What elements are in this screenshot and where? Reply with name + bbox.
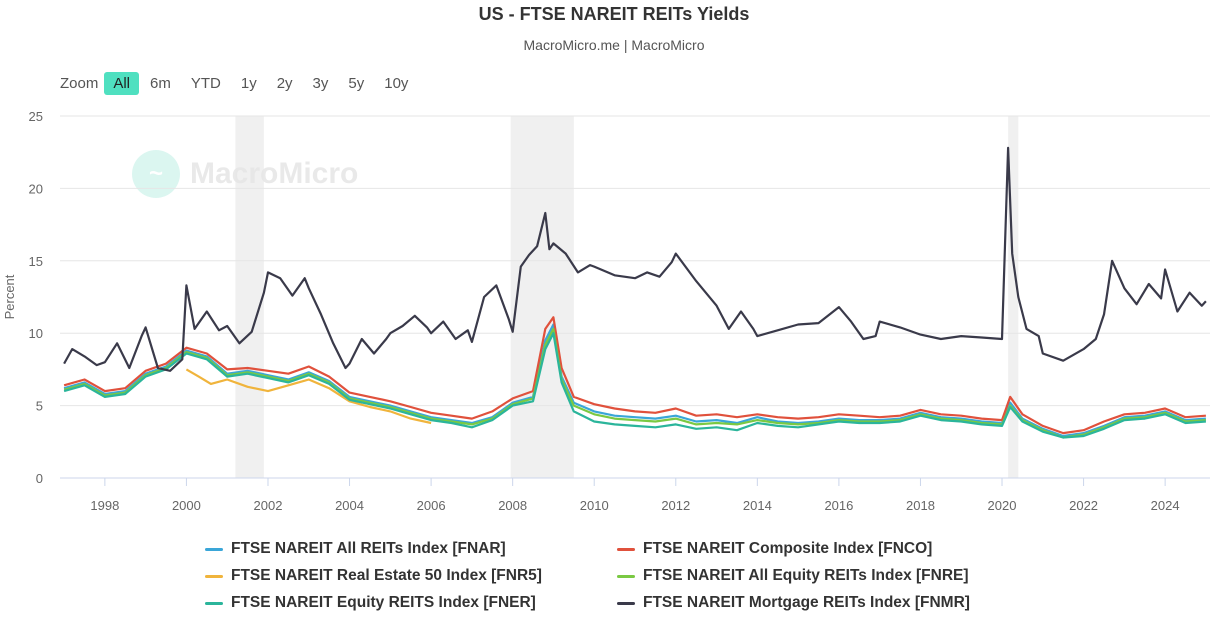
recession-band-0 bbox=[235, 116, 264, 478]
legend-swatch-fnre bbox=[617, 574, 635, 578]
series-line-0 bbox=[63, 323, 1206, 438]
chart-subtitle: MacroMicro.me | MacroMicro bbox=[523, 37, 705, 53]
legend-label-fnr5: FTSE NAREIT Real Estate 50 Index [FNR5] bbox=[231, 567, 542, 584]
legend-label-fnre: FTSE NAREIT All Equity REITs Index [FNRE… bbox=[643, 567, 969, 584]
legend-swatch-fnr5 bbox=[205, 574, 223, 578]
legend-swatch-fnar bbox=[205, 547, 223, 551]
legend-item-fnre[interactable]: FTSE NAREIT All Equity REITs Index [FNRE… bbox=[617, 567, 969, 585]
x-tick-label-2016: 2016 bbox=[824, 498, 853, 513]
x-tick-label-2022: 2022 bbox=[1069, 498, 1098, 513]
zoom-5y-button[interactable]: 5y bbox=[348, 75, 365, 92]
x-tick-label-2006: 2006 bbox=[417, 498, 446, 513]
recession-band-2 bbox=[1008, 116, 1019, 478]
zoom-10y-button[interactable]: 10y bbox=[384, 75, 409, 92]
y-tick-label-5: 5 bbox=[36, 399, 43, 414]
watermark-text: MacroMicro bbox=[190, 157, 359, 190]
zoom-ytd-button[interactable]: YTD bbox=[190, 75, 221, 92]
recession-band-1 bbox=[510, 116, 574, 478]
legend-label-fnar: FTSE NAREIT All REITs Index [FNAR] bbox=[231, 540, 506, 557]
series-line-4 bbox=[63, 332, 1206, 439]
zoom-3y-button[interactable]: 3y bbox=[312, 75, 329, 92]
x-tick-label-2012: 2012 bbox=[661, 498, 690, 513]
x-tick-label-2024: 2024 bbox=[1151, 498, 1180, 513]
x-tick-label-2020: 2020 bbox=[988, 498, 1017, 513]
zoom-1y-button[interactable]: 1y bbox=[240, 75, 257, 92]
x-tick-label-2018: 2018 bbox=[906, 498, 935, 513]
legend-label-fner: FTSE NAREIT Equity REITS Index [FNER] bbox=[231, 594, 536, 611]
series-line-2 bbox=[185, 368, 432, 425]
legend-swatch-fnmr bbox=[617, 601, 635, 605]
legend-swatch-fnco bbox=[617, 547, 635, 551]
zoom-bar: Zoom All 6m YTD 1y 2y 3y 5y 10y bbox=[60, 72, 419, 95]
x-tick-label-2008: 2008 bbox=[498, 498, 527, 513]
legend-item-fnco[interactable]: FTSE NAREIT Composite Index [FNCO] bbox=[617, 540, 932, 558]
zoom-all-button[interactable]: All bbox=[104, 72, 140, 95]
legend-label-fnco: FTSE NAREIT Composite Index [FNCO] bbox=[643, 540, 933, 557]
legend-label-fnmr: FTSE NAREIT Mortgage REITs Index [FNMR] bbox=[643, 594, 970, 611]
zoom-6m-button[interactable]: 6m bbox=[150, 75, 171, 92]
x-tick-label-2002: 2002 bbox=[254, 498, 283, 513]
watermark-logo-icon: ~ bbox=[132, 150, 180, 198]
zoom-label: Zoom bbox=[60, 75, 99, 92]
x-tick-label-1998: 1998 bbox=[90, 498, 119, 513]
y-tick-label-0: 0 bbox=[36, 471, 43, 486]
series-line-5 bbox=[63, 146, 1207, 372]
legend-item-fnr5[interactable]: FTSE NAREIT Real Estate 50 Index [FNR5] bbox=[205, 567, 542, 585]
x-tick-label-2004: 2004 bbox=[335, 498, 364, 513]
y-tick-label-20: 20 bbox=[29, 181, 43, 196]
legend-swatch-fner bbox=[205, 601, 223, 605]
y-tick-label-15: 15 bbox=[29, 254, 43, 269]
series-line-1 bbox=[63, 316, 1206, 435]
legend-item-fnmr[interactable]: FTSE NAREIT Mortgage REITs Index [FNMR] bbox=[617, 594, 970, 612]
watermark: ~ MacroMicro bbox=[132, 150, 358, 198]
x-tick-label-2000: 2000 bbox=[172, 498, 201, 513]
legend-item-fnar[interactable]: FTSE NAREIT All REITs Index [FNAR] bbox=[205, 540, 506, 558]
y-tick-label-25: 25 bbox=[29, 109, 43, 124]
y-tick-label-10: 10 bbox=[29, 326, 43, 341]
chart-title: US - FTSE NAREIT REITs Yields bbox=[478, 4, 750, 24]
x-tick-label-2010: 2010 bbox=[580, 498, 609, 513]
legend-item-fner[interactable]: FTSE NAREIT Equity REITS Index [FNER] bbox=[205, 594, 536, 612]
x-tick-label-2014: 2014 bbox=[743, 498, 772, 513]
zoom-2y-button[interactable]: 2y bbox=[276, 75, 293, 92]
y-axis-label: Percent bbox=[2, 274, 17, 319]
